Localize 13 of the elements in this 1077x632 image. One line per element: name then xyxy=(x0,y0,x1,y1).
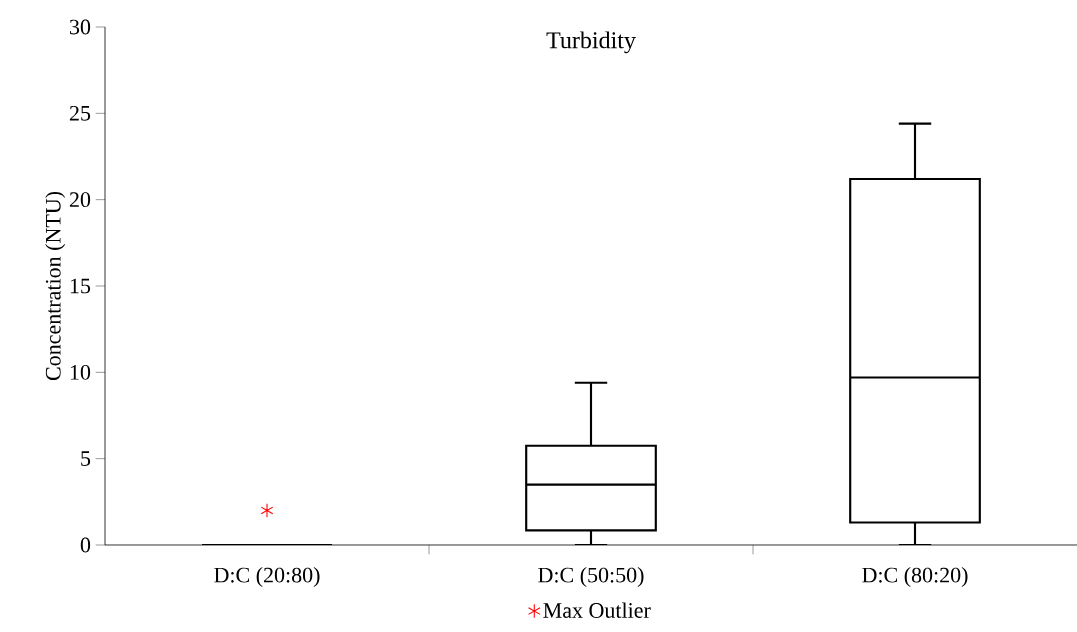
y-tick-label: 10 xyxy=(70,364,91,380)
y-axis-title: Concentration (NTU) xyxy=(45,191,66,381)
y-tick-label: 15 xyxy=(70,278,91,294)
y-tick-label: 30 xyxy=(70,19,91,35)
y-tick-label: 5 xyxy=(81,451,91,466)
legend-label: Max Outlier xyxy=(543,602,651,618)
y-tick-label: 0 xyxy=(80,537,91,553)
y-tick-label: 25 xyxy=(69,105,91,121)
y-tick-label: 20 xyxy=(69,192,91,208)
chart-title: Turbidity xyxy=(546,31,636,54)
x-tick-label: D:C (50:50) xyxy=(538,567,644,587)
x-tick-label: D:C (20:80) xyxy=(214,567,320,587)
x-tick-label: D:C (80:20) xyxy=(862,567,968,587)
